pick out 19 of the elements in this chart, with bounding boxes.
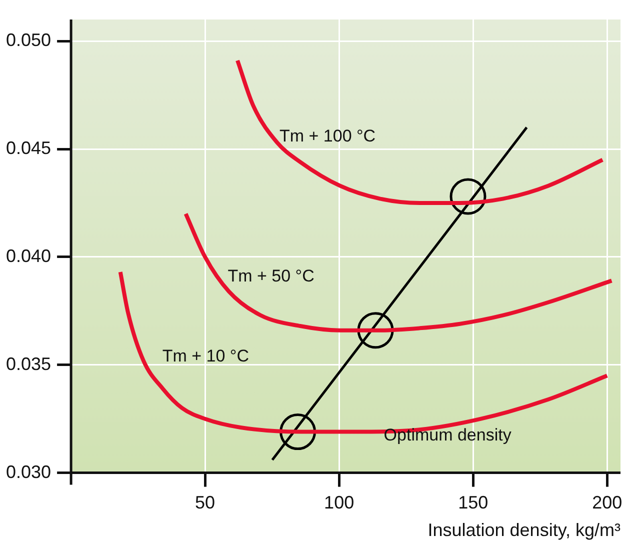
series-label: Tm + 10 °C [162, 346, 249, 366]
series-label: Tm + 50 °C [228, 266, 314, 286]
y-tick-label: 0.040 [6, 246, 52, 266]
line-series [235, 58, 605, 205]
x-tick-label: 150 [458, 492, 488, 513]
point [357, 312, 394, 349]
y-tick-label: 0.035 [6, 354, 52, 374]
y-tick-label: 0.050 [6, 30, 52, 50]
y-tick-label: 0.045 [6, 138, 52, 158]
annotation: Optimum density [384, 425, 512, 444]
x-axis-title: Insulation density, kg/m³ [428, 520, 620, 540]
line-series [184, 212, 614, 332]
point [280, 414, 316, 450]
x-tick-label: 50 [195, 492, 216, 513]
x-tick-label: 100 [324, 492, 354, 513]
y-tick-label: 0.030 [6, 462, 52, 482]
series-label: Tm + 100 °C [279, 126, 376, 146]
x-tick-label: 200 [592, 492, 622, 513]
point [450, 178, 486, 215]
